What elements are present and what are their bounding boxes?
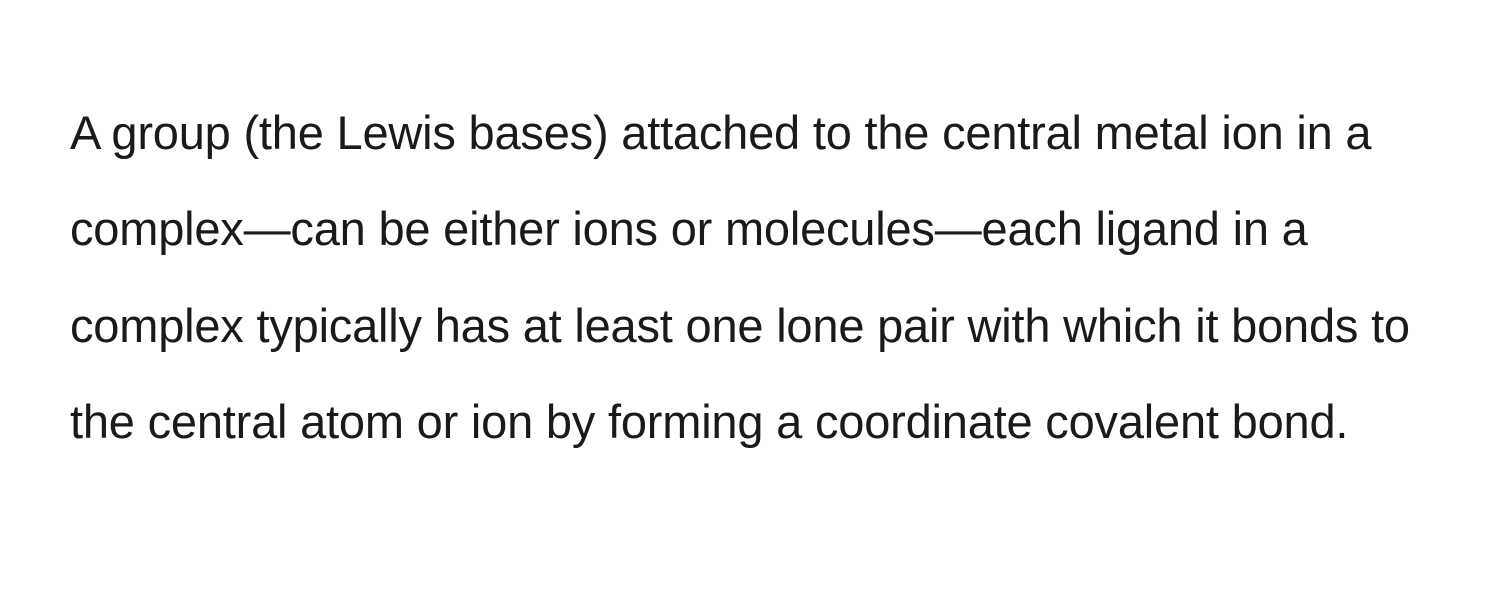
definition-paragraph: A group (the Lewis bases) attached to th… (70, 85, 1440, 470)
